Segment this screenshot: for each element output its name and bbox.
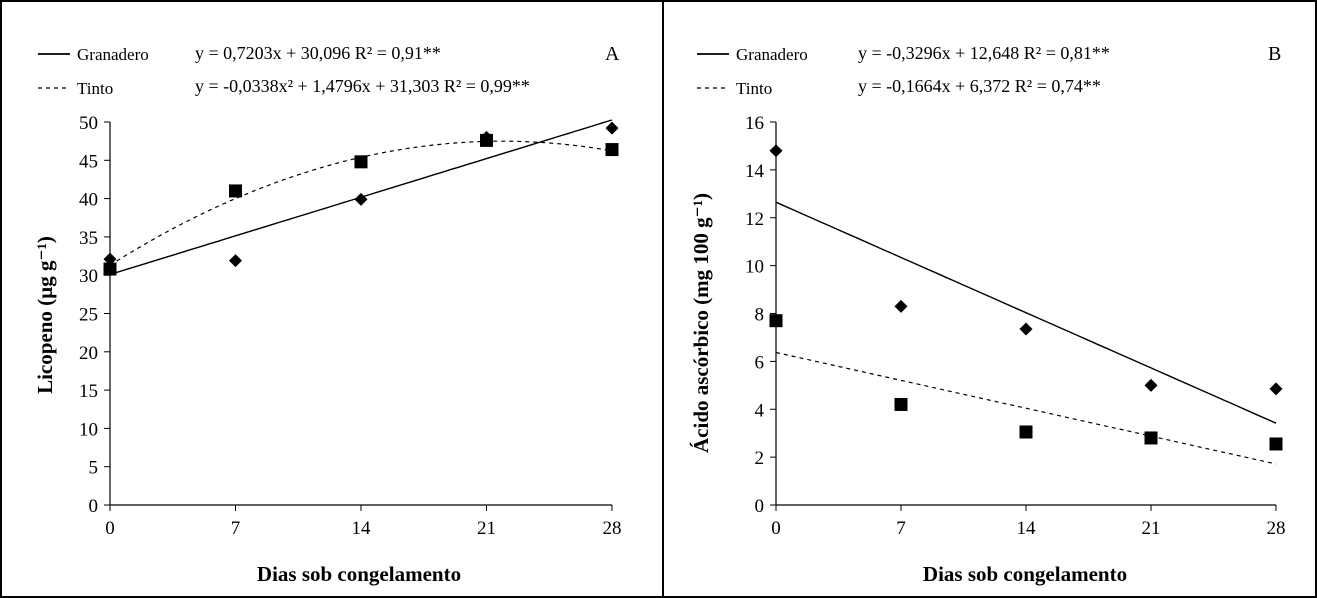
data-point-tinto bbox=[103, 262, 117, 276]
panel-b-legend: Granadero y = -0,3296x + 12,648 R² = 0,8… bbox=[697, 43, 1281, 98]
legend-entry-granadero: Granadero y = 0,7203x + 30,096 R² = 0,91… bbox=[38, 43, 441, 64]
x-tick-label: 21 bbox=[1142, 518, 1161, 539]
x-tick-label: 0 bbox=[771, 518, 781, 539]
legend-entry-granadero: Granadero y = -0,3296x + 12,648 R² = 0,8… bbox=[697, 43, 1110, 64]
y-tick-label: 2 bbox=[755, 448, 765, 469]
x-tick-label: 14 bbox=[352, 518, 372, 539]
fit-line-granadero bbox=[775, 201, 1277, 424]
data-point-tinto bbox=[1144, 431, 1158, 445]
x-tick-label: 28 bbox=[603, 518, 622, 539]
legend-label-granadero: Granadero bbox=[736, 45, 808, 64]
y-tick-label: 40 bbox=[79, 190, 98, 211]
panel-b: Granadero y = -0,3296x + 12,648 R² = 0,8… bbox=[689, 43, 1286, 586]
y-tick-label: 45 bbox=[79, 151, 98, 172]
data-point-tinto bbox=[1019, 425, 1033, 439]
panel-a-label: A bbox=[605, 43, 620, 65]
legend-entry-tinto: Tinto y = -0,1664x + 6,372 R² = 0,74** bbox=[697, 76, 1101, 98]
data-point-granadero bbox=[769, 144, 783, 158]
y-tick-label: 5 bbox=[89, 458, 99, 479]
legend-label-tinto: Tinto bbox=[736, 79, 772, 98]
x-axis-title: Dias sob congelamento bbox=[923, 562, 1127, 586]
equation-tinto: y = -0,1664x + 6,372 R² = 0,74** bbox=[858, 76, 1101, 96]
panel-b-axes: 0 7 14 21 28 0 2 4 6 8 10 12 14 16 bbox=[745, 113, 1286, 539]
data-point-granadero bbox=[1269, 382, 1283, 396]
y-axis-title: Licopeno (µg g⁻¹) bbox=[33, 236, 57, 394]
x-tick-label: 7 bbox=[896, 518, 906, 539]
y-axis-title: Ácido ascórbico (mg 100 g⁻¹) bbox=[689, 193, 713, 453]
legend-label-tinto: Tinto bbox=[77, 79, 113, 98]
legend-label-granadero: Granadero bbox=[77, 45, 149, 64]
data-point-tinto bbox=[480, 133, 493, 147]
y-tick-label: 15 bbox=[79, 381, 98, 402]
x-axis-title: Dias sob congelamento bbox=[257, 562, 461, 586]
data-point-tinto bbox=[229, 184, 242, 198]
legend-entry-tinto: Tinto y = -0,0338x² + 1,4796x + 31,303 R… bbox=[38, 76, 530, 98]
y-tick-label: 10 bbox=[79, 419, 98, 440]
y-tick-label: 50 bbox=[79, 113, 98, 134]
y-tick-label: 10 bbox=[745, 257, 764, 278]
equation-granadero: y = 0,7203x + 30,096 R² = 0,91** bbox=[195, 43, 441, 63]
panel-b-points bbox=[769, 144, 1283, 451]
panel-b-label: B bbox=[1268, 43, 1281, 65]
data-point-granadero bbox=[1144, 378, 1158, 392]
panel-b-fit-lines bbox=[775, 201, 1277, 465]
panel-a-legend: Granadero y = 0,7203x + 30,096 R² = 0,91… bbox=[38, 43, 620, 98]
data-point-tinto bbox=[354, 155, 368, 169]
y-tick-label: 0 bbox=[89, 496, 99, 517]
y-tick-label: 16 bbox=[745, 113, 764, 134]
y-tick-label: 25 bbox=[79, 305, 98, 326]
x-tick-label: 0 bbox=[105, 518, 115, 539]
data-point-granadero bbox=[894, 299, 908, 313]
panel-a-points bbox=[103, 121, 619, 276]
x-tick-label: 28 bbox=[1267, 518, 1286, 539]
data-point-granadero bbox=[1019, 322, 1033, 336]
y-tick-label: 4 bbox=[755, 400, 765, 421]
panel-a-axes: 0 7 14 21 28 0 5 10 15 20 25 30 35 40 45 50 bbox=[79, 113, 622, 539]
y-tick-label: 14 bbox=[745, 161, 765, 182]
panel-b-axis-titles: Dias sob congelamento Ácido ascórbico (m… bbox=[689, 193, 1127, 586]
equation-tinto: y = -0,0338x² + 1,4796x + 31,303 R² = 0,… bbox=[195, 76, 530, 96]
y-tick-label: 30 bbox=[79, 266, 98, 287]
y-tick-label: 12 bbox=[745, 209, 764, 230]
y-tick-label: 20 bbox=[79, 343, 98, 364]
data-point-tinto bbox=[894, 397, 908, 411]
x-tick-label: 7 bbox=[231, 518, 241, 539]
fit-line-tinto bbox=[775, 351, 1277, 465]
panel-a: Granadero y = 0,7203x + 30,096 R² = 0,91… bbox=[33, 43, 622, 586]
y-tick-label: 35 bbox=[79, 228, 98, 249]
x-tick-label: 14 bbox=[1017, 518, 1037, 539]
panel-a-axis-titles: Dias sob congelamento Licopeno (µg g⁻¹) bbox=[33, 236, 461, 586]
data-point-tinto bbox=[769, 314, 783, 328]
data-point-granadero bbox=[605, 121, 619, 135]
y-tick-label: 8 bbox=[755, 305, 765, 326]
data-point-tinto bbox=[605, 143, 619, 157]
data-point-granadero bbox=[103, 252, 117, 266]
data-point-granadero bbox=[354, 192, 368, 206]
equation-granadero: y = -0,3296x + 12,648 R² = 0,81** bbox=[858, 43, 1110, 63]
data-point-tinto bbox=[1269, 437, 1283, 451]
data-point-granadero bbox=[229, 254, 242, 268]
y-tick-label: 6 bbox=[755, 352, 765, 373]
x-tick-label: 21 bbox=[477, 518, 496, 539]
y-tick-label: 0 bbox=[755, 496, 765, 517]
